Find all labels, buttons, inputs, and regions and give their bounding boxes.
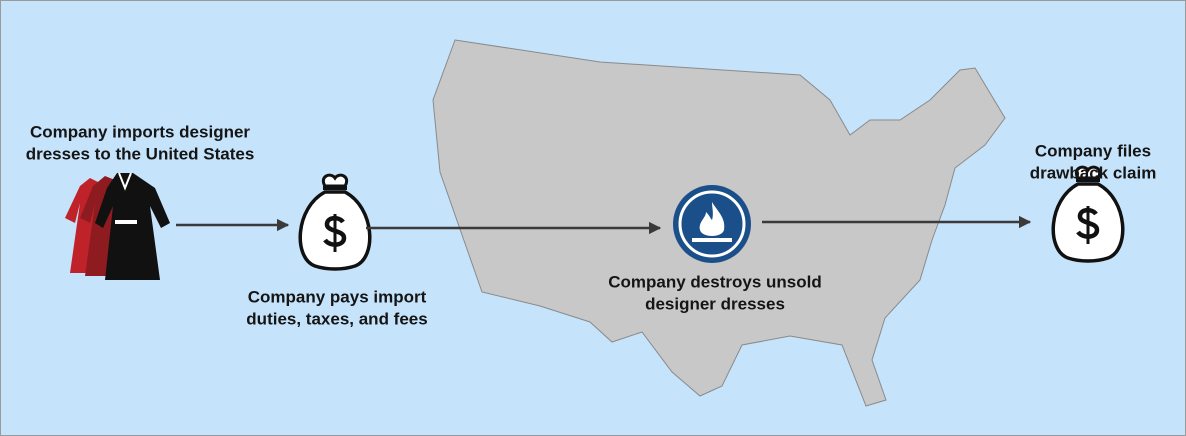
step-label: Company files <box>1035 141 1151 160</box>
step-label: drawback claim <box>1030 163 1157 182</box>
step-label: Company destroys unsold <box>608 272 821 291</box>
step-label: Company pays import <box>248 287 427 306</box>
step-label: dresses to the United States <box>26 144 255 163</box>
step-label: Company imports designer <box>30 122 250 141</box>
step-label: duties, taxes, and fees <box>246 309 427 328</box>
step-label: designer dresses <box>645 294 785 313</box>
dresses-icon <box>65 172 170 280</box>
fire-icon <box>673 185 751 263</box>
